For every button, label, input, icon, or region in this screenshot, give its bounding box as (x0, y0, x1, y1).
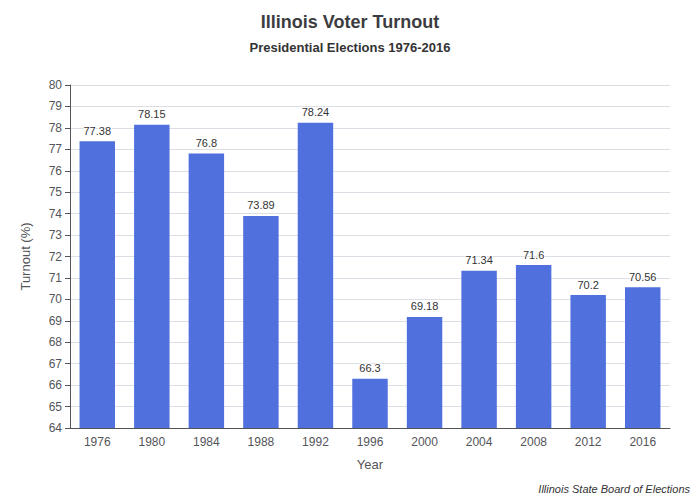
svg-text:2000: 2000 (411, 435, 438, 449)
svg-text:65: 65 (49, 400, 63, 414)
svg-text:75: 75 (49, 185, 63, 199)
svg-text:77: 77 (49, 142, 63, 156)
svg-text:66.3: 66.3 (359, 362, 380, 374)
svg-text:73: 73 (49, 228, 63, 242)
svg-text:64: 64 (49, 421, 63, 435)
svg-text:70: 70 (49, 292, 63, 306)
svg-text:71.6: 71.6 (523, 249, 544, 261)
svg-text:1976: 1976 (84, 435, 111, 449)
svg-text:78.24: 78.24 (302, 106, 330, 118)
svg-text:71.34: 71.34 (465, 254, 493, 266)
svg-text:Presidential Elections 1976-20: Presidential Elections 1976-2016 (250, 40, 451, 55)
svg-text:77.38: 77.38 (84, 125, 112, 137)
svg-text:2004: 2004 (466, 435, 493, 449)
svg-text:68: 68 (49, 335, 63, 349)
svg-text:69.18: 69.18 (411, 300, 439, 312)
svg-text:78: 78 (49, 121, 63, 135)
svg-text:66: 66 (49, 378, 63, 392)
svg-text:73.89: 73.89 (247, 199, 275, 211)
svg-text:71: 71 (49, 271, 63, 285)
svg-text:Year: Year (357, 457, 384, 472)
svg-text:Illinois State Board of Electi: Illinois State Board of Elections (538, 483, 690, 495)
svg-text:72: 72 (49, 250, 63, 264)
svg-text:2012: 2012 (575, 435, 602, 449)
svg-text:78.15: 78.15 (138, 108, 166, 120)
svg-text:Turnout (%): Turnout (%) (18, 222, 33, 290)
svg-text:1980: 1980 (138, 435, 165, 449)
svg-text:2016: 2016 (629, 435, 656, 449)
svg-text:69: 69 (49, 314, 63, 328)
svg-text:80: 80 (49, 78, 63, 92)
svg-text:1984: 1984 (193, 435, 220, 449)
svg-text:76: 76 (49, 164, 63, 178)
svg-text:70.2: 70.2 (577, 279, 598, 291)
svg-text:2008: 2008 (520, 435, 547, 449)
svg-text:1992: 1992 (302, 435, 329, 449)
svg-text:79: 79 (49, 99, 63, 113)
svg-text:1996: 1996 (357, 435, 384, 449)
svg-text:67: 67 (49, 357, 63, 371)
svg-text:76.8: 76.8 (196, 137, 217, 149)
svg-text:74: 74 (49, 207, 63, 221)
svg-text:Illinois Voter Turnout: Illinois Voter Turnout (261, 12, 439, 32)
svg-text:1988: 1988 (248, 435, 275, 449)
svg-text:70.56: 70.56 (629, 271, 657, 283)
